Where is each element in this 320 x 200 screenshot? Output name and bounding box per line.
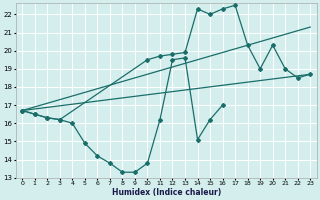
X-axis label: Humidex (Indice chaleur): Humidex (Indice chaleur) [112, 188, 221, 197]
